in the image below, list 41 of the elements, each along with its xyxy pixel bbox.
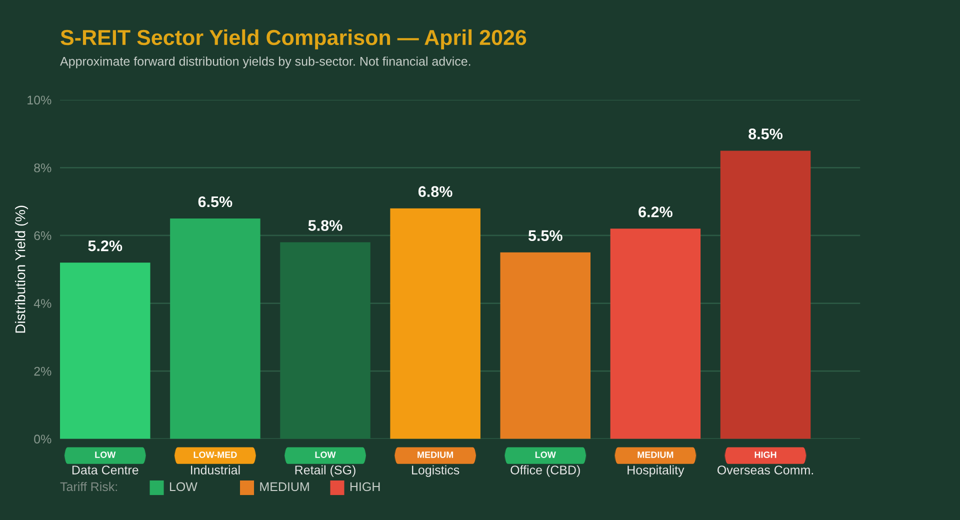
y-tick-label: 6% [34,231,52,240]
y-tick-label: 10% [28,96,52,104]
text: LOW-MED [194,452,237,458]
text: Tariff Risk: [60,482,117,492]
text: LOW [535,452,556,458]
x-tick-label: Overseas Comm. [717,466,813,474]
bar [170,218,260,439]
x-tick-label: Logistics [412,465,460,477]
data-label: 5.5% [528,230,562,242]
chart-title: S-REIT Sector Yield Comparison — April 2026 [60,29,526,50]
x-tick-label: Data Centre [72,466,138,474]
text: LOW [315,452,336,458]
data-label: 5.2% [88,240,122,252]
x-tick-label: Industrial [190,465,240,474]
y-tick-label: 4% [34,299,52,308]
bar [60,262,150,439]
bar [280,242,370,439]
y-tick-label: 0% [34,434,52,444]
data-label: 6.5% [198,196,232,208]
text: LOW [170,482,198,492]
chart-subtitle: Approximate forward distribution yields by sub-sector. Not financial advice. [60,56,470,68]
data-label: 6.8% [418,186,452,197]
x-tick-label: Office (CBD) [510,465,580,477]
x-tick-label: Retail (SG) [295,465,356,477]
text: MEDIUM [638,452,674,458]
bar [720,150,811,439]
bar [390,208,480,439]
data-label: 5.8% [308,220,342,231]
text: MEDIUM [418,452,454,458]
y-tick-label: 8% [34,163,52,172]
text: MEDIUM [260,482,309,492]
text: HIGH [754,452,776,458]
bar [610,228,701,439]
bar [500,252,591,439]
text: HIGH [350,482,380,492]
data-label: 6.2% [638,206,672,218]
data-label: 8.5% [748,128,783,140]
y-axis-title: Distribution Yield (%) [15,206,28,333]
text: LOW [95,452,116,458]
y-tick-label: 2% [34,366,52,376]
x-tick-label: Hospitality [628,465,684,477]
